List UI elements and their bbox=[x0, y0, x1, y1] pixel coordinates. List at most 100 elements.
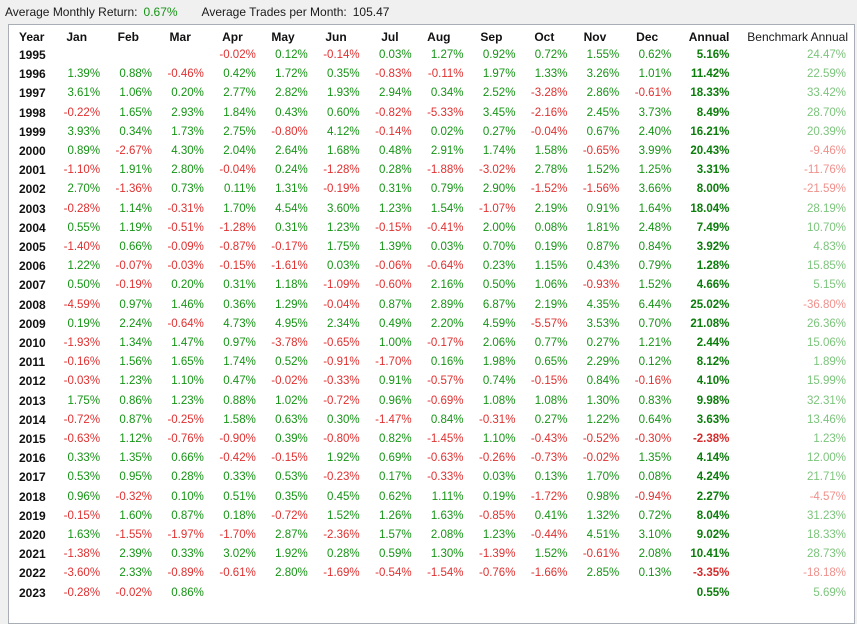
monthly-return-cell: 0.33% bbox=[171, 548, 204, 561]
benchmark-annual-cell: 21.71% bbox=[806, 471, 846, 484]
monthly-return-cell: 6.44% bbox=[638, 298, 672, 311]
benchmark-annual-cell: 26.36% bbox=[806, 317, 846, 330]
year-cell: 2018 bbox=[19, 489, 46, 504]
monthly-return-cell: -0.15% bbox=[219, 260, 256, 273]
monthly-return-cell: -0.83% bbox=[375, 68, 412, 81]
year-cell: 2023 bbox=[19, 585, 46, 600]
monthly-return-cell: 0.91% bbox=[586, 202, 620, 215]
benchmark-annual-cell: 5.15% bbox=[813, 279, 846, 292]
annual-return-cell: 4.14% bbox=[696, 452, 730, 465]
monthly-return-cell: 1.92% bbox=[327, 452, 360, 465]
benchmark-annual-cell: 28.19% bbox=[806, 202, 846, 215]
monthly-return-cell: 2.34% bbox=[327, 317, 360, 330]
monthly-return-cell: 1.52% bbox=[638, 279, 672, 292]
monthly-return-cell: -0.16% bbox=[63, 356, 101, 369]
monthly-return-cell: 1.18% bbox=[275, 279, 308, 292]
monthly-return-cell: -1.45% bbox=[427, 433, 464, 446]
monthly-return-cell: -0.16% bbox=[634, 375, 672, 388]
monthly-return-cell: -1.07% bbox=[478, 202, 516, 215]
monthly-return-cell: -1.97% bbox=[167, 529, 204, 542]
annual-return-cell: 18.33% bbox=[690, 87, 730, 100]
monthly-return-cell: 0.35% bbox=[275, 490, 308, 503]
monthly-return-cell: -0.02% bbox=[271, 375, 308, 388]
table-row-2018: 2018 0.96% -0.32% 0.10% 0.51% 0.35% 0.45% 0.62%… bbox=[9, 488, 854, 507]
monthly-return-cell: -0.17% bbox=[271, 241, 308, 254]
monthly-return-cell: 1.35% bbox=[119, 452, 152, 465]
monthly-return-cell: -1.70% bbox=[219, 529, 256, 542]
year-cell: 1997 bbox=[19, 86, 46, 101]
monthly-return-cell: 0.86% bbox=[119, 394, 152, 407]
monthly-return-cell: 1.30% bbox=[586, 394, 620, 407]
monthly-return-cell: 1.81% bbox=[586, 221, 620, 234]
monthly-return-cell: 0.79% bbox=[430, 183, 464, 196]
monthly-return-cell: -0.15% bbox=[375, 221, 412, 234]
monthly-return-cell: -0.04% bbox=[219, 164, 256, 177]
monthly-return-cell: 0.10% bbox=[171, 490, 204, 503]
monthly-return-cell: 1.75% bbox=[67, 394, 101, 407]
monthly-return-cell: 0.84% bbox=[586, 375, 620, 388]
monthly-return-cell: 0.35% bbox=[327, 68, 360, 81]
monthly-return-cell: -0.85% bbox=[478, 509, 516, 522]
monthly-return-cell: -0.14% bbox=[323, 49, 360, 61]
monthly-return-cell: 3.61% bbox=[67, 87, 101, 100]
monthly-return-cell: 0.82% bbox=[378, 433, 412, 446]
monthly-return-cell: 3.60% bbox=[327, 202, 360, 215]
column-header-year: Year bbox=[19, 30, 45, 44]
table-row-2013: 2013 1.75% 0.86% 1.23% 0.88% 1.02% -0.72% 0.96%… bbox=[9, 392, 854, 411]
monthly-return-cell: -0.72% bbox=[63, 413, 101, 426]
monthly-return-cell: 1.52% bbox=[327, 509, 360, 522]
monthly-return-cell: 2.24% bbox=[119, 317, 152, 330]
monthly-return-cell: 0.96% bbox=[378, 394, 412, 407]
monthly-return-cell: -0.03% bbox=[167, 260, 204, 273]
monthly-return-cell: -0.52% bbox=[582, 433, 620, 446]
year-cell: 1995 bbox=[19, 48, 46, 62]
annual-return-cell: 3.92% bbox=[696, 241, 730, 254]
monthly-return-cell: -0.28% bbox=[63, 586, 101, 599]
monthly-return-cell: 0.55% bbox=[67, 221, 101, 234]
monthly-return-cell: 0.34% bbox=[119, 125, 152, 138]
monthly-return-cell: 0.64% bbox=[638, 413, 672, 426]
monthly-return-cell: 0.97% bbox=[119, 298, 152, 311]
table-row-2019: 2019 -0.15% 1.60% 0.87% 0.18% -0.72% 1.52% 1.26… bbox=[9, 507, 854, 526]
monthly-return-cell: 0.02% bbox=[430, 125, 464, 138]
monthly-return-cell: -0.61% bbox=[582, 548, 620, 561]
monthly-return-cell: -1.70% bbox=[375, 356, 412, 369]
monthly-return-cell: 4.95% bbox=[275, 317, 308, 330]
monthly-return-cell: -0.60% bbox=[375, 279, 412, 292]
monthly-return-cell: 4.35% bbox=[586, 298, 620, 311]
benchmark-annual-cell: -11.76% bbox=[804, 164, 846, 177]
monthly-return-cell: 0.97% bbox=[223, 337, 256, 350]
annual-return-cell: 16.21% bbox=[690, 125, 730, 138]
monthly-return-cell: 2.08% bbox=[638, 548, 672, 561]
monthly-return-cell: 0.27% bbox=[586, 337, 620, 350]
monthly-return-cell: -0.19% bbox=[115, 279, 152, 292]
monthly-return-cell bbox=[567, 584, 619, 603]
monthly-return-cell: 1.35% bbox=[638, 452, 672, 465]
monthly-return-cell: 2.00% bbox=[482, 221, 516, 234]
monthly-return-cell: 1.98% bbox=[482, 356, 516, 369]
monthly-return-cell: -0.30% bbox=[634, 433, 672, 446]
monthly-returns-panel[interactable]: Year Jan Feb Mar Apr May Jun Jul Aug Sep Oct Nov Dec… bbox=[8, 24, 855, 624]
monthly-return-cell: 4.30% bbox=[171, 145, 204, 158]
monthly-return-cell: 1.97% bbox=[482, 68, 516, 81]
benchmark-annual-cell: -36.80% bbox=[803, 298, 846, 311]
monthly-return-cell: 2.93% bbox=[171, 106, 204, 119]
monthly-return-cell: 0.73% bbox=[171, 183, 204, 196]
monthly-return-cell: 3.99% bbox=[638, 145, 672, 158]
monthly-return-cell: 2.48% bbox=[638, 221, 672, 234]
benchmark-annual-cell: 13.46% bbox=[806, 413, 846, 426]
annual-return-cell: 20.43% bbox=[690, 145, 730, 158]
year-cell: 2019 bbox=[19, 508, 46, 523]
monthly-return-cell bbox=[308, 584, 360, 603]
benchmark-annual-cell: 20.39% bbox=[806, 125, 846, 138]
benchmark-annual-cell: 1.89% bbox=[813, 356, 846, 369]
column-header-feb: Feb bbox=[117, 30, 139, 44]
monthly-return-cell: 0.13% bbox=[638, 567, 672, 580]
monthly-return-cell: -0.63% bbox=[63, 433, 101, 446]
monthly-return-cell: 1.02% bbox=[275, 394, 308, 407]
monthly-return-cell: 2.40% bbox=[638, 125, 672, 138]
monthly-return-cell: 1.54% bbox=[430, 202, 464, 215]
monthly-return-cell: 0.95% bbox=[119, 471, 152, 484]
monthly-return-cell: 3.53% bbox=[586, 317, 620, 330]
monthly-return-cell: 0.69% bbox=[378, 452, 412, 465]
